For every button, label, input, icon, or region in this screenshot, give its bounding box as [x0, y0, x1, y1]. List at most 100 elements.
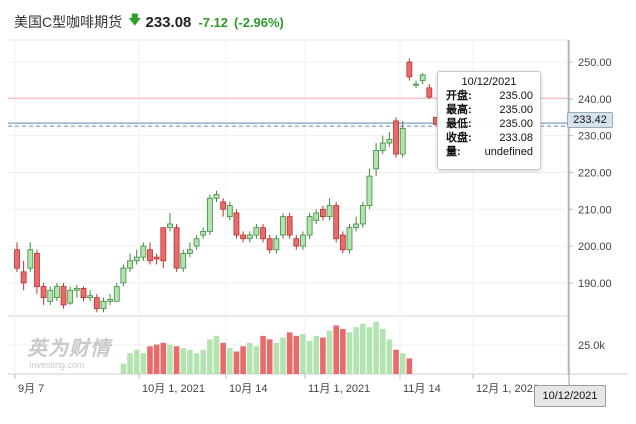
y-tick-label: 220.00	[578, 167, 612, 179]
candle-body	[346, 227, 353, 251]
x-tick-label: 10月 14	[229, 383, 268, 395]
volume-bar	[300, 334, 306, 374]
candle-body	[200, 230, 207, 236]
candle-body	[353, 223, 360, 229]
candle	[27, 242, 34, 272]
volume-bar	[133, 349, 140, 374]
volume-bar	[147, 346, 153, 374]
logo-cn: 英为财情	[27, 338, 111, 360]
y-tick-label: 190.00	[578, 278, 612, 290]
volume-bar	[260, 335, 266, 374]
volume-bar	[207, 339, 213, 374]
volume-bar	[187, 349, 193, 374]
candle-body	[140, 245, 147, 258]
candle	[140, 242, 147, 261]
ohlc-tooltip: 10/12/2021 开盘: 235.00 最高: 235.00 最低: 235.00…	[437, 71, 541, 170]
candle	[419, 73, 426, 85]
candle	[80, 286, 87, 302]
candle	[426, 84, 433, 99]
candle-body	[399, 127, 406, 155]
candle	[93, 293, 100, 313]
candle-body	[167, 223, 173, 229]
candle-body	[333, 205, 340, 240]
volume-bar	[240, 346, 246, 374]
candle	[379, 135, 386, 155]
candle-body	[359, 205, 366, 225]
candle-body	[47, 289, 54, 302]
volume-bar	[253, 346, 260, 374]
candle-body	[34, 253, 40, 287]
candle-body	[306, 216, 313, 236]
volume-bar	[280, 337, 286, 374]
candle-body	[253, 227, 260, 236]
candle-body	[14, 249, 20, 269]
quote-header: 美国C型咖啡期货 🡇 233.08 -7.12 (-2.96%)	[14, 10, 284, 34]
candle-body	[326, 205, 333, 218]
candle-body	[113, 286, 120, 302]
candle	[167, 212, 173, 232]
candle	[100, 297, 107, 313]
candle	[359, 201, 366, 228]
candle	[233, 209, 240, 239]
volume-bar	[306, 341, 313, 374]
candle	[339, 231, 346, 254]
candle	[386, 132, 393, 147]
volume-bar	[346, 332, 353, 374]
candle	[346, 224, 353, 254]
candle	[393, 117, 399, 158]
candle	[399, 120, 406, 158]
candle	[326, 198, 333, 221]
candle	[160, 227, 167, 269]
volume-tick-label: 25.0k	[578, 340, 605, 352]
candle-body	[80, 287, 87, 298]
candle-body	[173, 227, 180, 269]
candle-body	[120, 267, 127, 284]
volume-bar	[393, 349, 399, 374]
candle-body	[260, 227, 266, 240]
volume-bar	[340, 328, 346, 374]
candle	[406, 58, 413, 81]
candle-body	[266, 238, 273, 251]
candle-body	[286, 216, 293, 236]
candle	[220, 198, 227, 217]
candle-body	[233, 212, 240, 236]
candle-body	[147, 249, 153, 262]
volume-bar	[120, 363, 127, 374]
candle-body	[419, 74, 426, 81]
volume-bar	[360, 323, 366, 374]
candle-body	[87, 295, 94, 299]
volume-bar	[227, 348, 233, 374]
candle	[286, 212, 293, 239]
watermark-logo: 英为财情 Investing.com	[27, 338, 111, 370]
candle	[413, 80, 419, 88]
candle-body	[107, 299, 113, 302]
candle	[120, 264, 127, 287]
candle-body	[319, 208, 326, 218]
y-tick-label: 250.00	[578, 57, 612, 69]
volume-bar	[366, 327, 373, 374]
volume-bar	[273, 342, 280, 374]
candle	[213, 190, 220, 202]
candle	[147, 242, 153, 265]
volume-bar	[127, 353, 133, 374]
volume-bar	[200, 349, 206, 374]
volume-bar	[320, 337, 326, 374]
candle	[173, 224, 180, 272]
volume-bar	[399, 353, 406, 374]
candle-body	[54, 286, 60, 298]
volume-bar	[220, 342, 226, 374]
candle	[67, 286, 74, 305]
candle	[47, 286, 54, 305]
volume-bar	[386, 339, 393, 374]
volume-bar	[167, 344, 173, 374]
candle-body	[213, 194, 220, 199]
down-arrow-icon: 🡇	[128, 12, 142, 27]
candle	[54, 282, 60, 302]
candle	[40, 282, 47, 305]
candle-body	[93, 297, 100, 310]
volume-bar	[379, 328, 386, 374]
candle	[133, 249, 140, 265]
price-change: -7.12	[198, 14, 229, 30]
